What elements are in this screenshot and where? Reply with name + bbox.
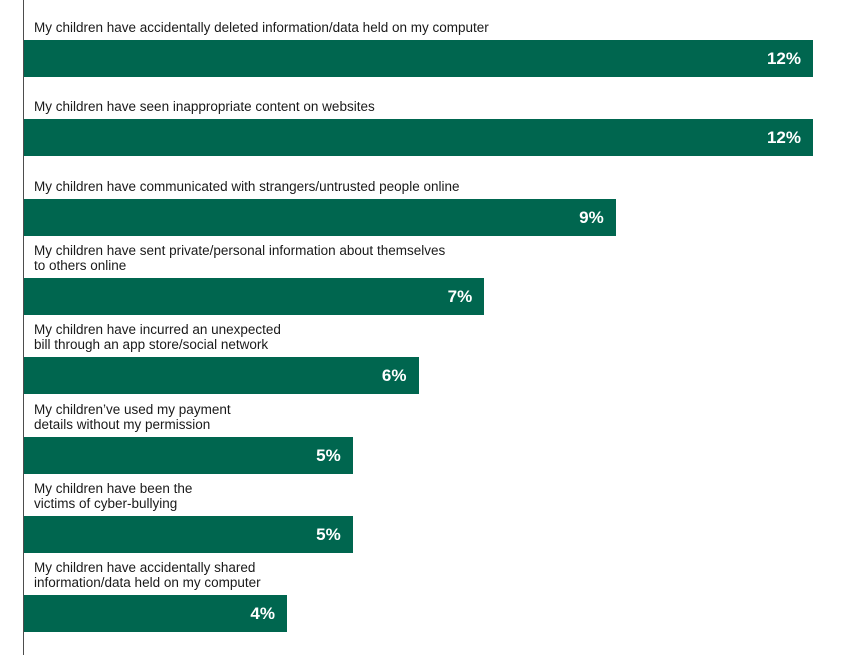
y-axis-line [23, 0, 24, 655]
bar [24, 436, 353, 474]
bar-value-label: 4% [250, 604, 275, 624]
bar [24, 40, 813, 77]
category-label: My children have sent private/personal i… [34, 242, 446, 273]
bar-value-label: 9% [579, 207, 604, 227]
bar-value-label: 6% [381, 366, 407, 386]
bar-value-label: 12% [766, 49, 801, 68]
category-label: My children have accidentally shared inf… [34, 560, 261, 591]
bar-value-label: 7% [447, 286, 473, 306]
bar-value-label: 12% [766, 128, 801, 148]
bar-value-label: 5% [316, 445, 341, 465]
bar [24, 357, 419, 395]
bar [24, 277, 485, 315]
bar [24, 595, 287, 633]
category-label: My children have accidentally deleted in… [34, 20, 489, 35]
bar [24, 119, 813, 157]
category-label: My children have seen inappropriate cont… [34, 99, 375, 115]
category-label: My children’ve used my payment details w… [34, 401, 231, 432]
bar-value-label: 5% [316, 524, 341, 544]
category-label: My children have been the victims of cyb… [34, 480, 193, 511]
category-label: My children have incurred an unexpected … [34, 322, 281, 353]
category-label: My children have communicated with stran… [34, 178, 460, 194]
bar [24, 198, 616, 236]
bar [24, 515, 353, 553]
